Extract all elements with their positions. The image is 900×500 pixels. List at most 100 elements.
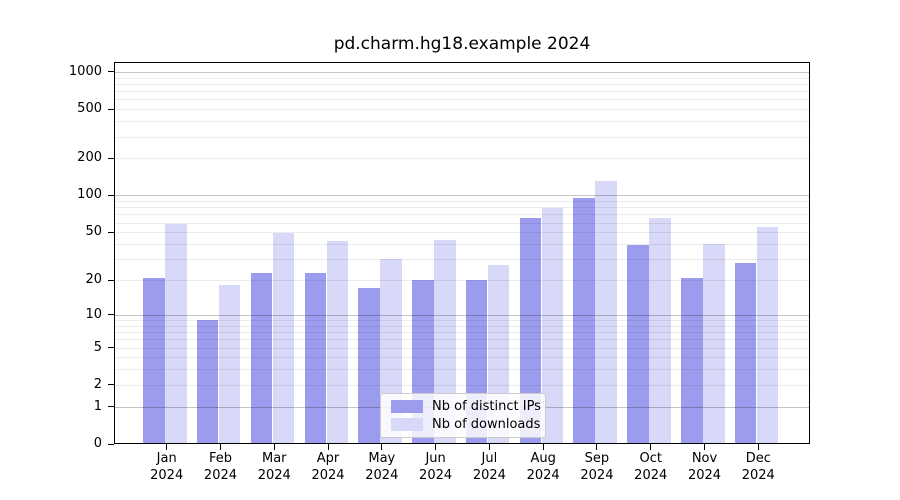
y-tick-label: 0 xyxy=(93,436,102,451)
gridline-minor xyxy=(115,91,809,93)
bar-downloads xyxy=(218,285,241,444)
bar-downloads xyxy=(165,223,187,444)
y-tick-mark xyxy=(108,108,114,110)
gridline-minor xyxy=(115,158,809,160)
gridline-minor xyxy=(115,332,809,334)
y-tick-mark xyxy=(108,314,114,316)
gridline-minor xyxy=(115,259,809,261)
gridline-minor xyxy=(115,214,809,216)
y-tick-label: 2 xyxy=(93,376,102,392)
gridline-major xyxy=(115,71,809,73)
x-tick-month: Mar xyxy=(261,451,287,466)
x-tick-year: 2024 xyxy=(526,468,560,483)
x-tick-month: May xyxy=(368,451,396,466)
x-tick-label: Sep 2024 xyxy=(565,450,629,484)
bar-distinct-ips xyxy=(627,245,649,444)
y-tick-mark xyxy=(108,279,114,281)
x-tick-month: Jun xyxy=(425,451,446,466)
y-tick-mark xyxy=(108,157,114,159)
y-tick-label: 50 xyxy=(85,224,102,240)
legend-label: Nb of distinct IPs xyxy=(432,398,541,414)
y-tick-label: 10 xyxy=(85,306,102,322)
x-tick-year: 2024 xyxy=(257,468,291,483)
chart-title: pd.charm.hg18.example 2024 xyxy=(333,34,591,54)
gridline-minor xyxy=(115,339,809,341)
bar-distinct-ips xyxy=(196,320,219,444)
gridline-minor xyxy=(115,244,809,245)
y-tick-label: 20 xyxy=(85,272,102,288)
x-tick-year: 2024 xyxy=(634,468,668,483)
bar-downloads xyxy=(326,241,349,444)
bar-downloads xyxy=(756,227,779,444)
y-tick-label: 100 xyxy=(77,187,102,203)
gridline-minor xyxy=(115,77,809,79)
y-tick-label: 200 xyxy=(77,150,102,166)
x-tick-label: Aug 2024 xyxy=(511,450,575,484)
x-tick-year: 2024 xyxy=(580,468,614,483)
gridline-minor xyxy=(115,280,809,282)
x-tick-year: 2024 xyxy=(203,468,238,483)
bar-distinct-ips xyxy=(250,272,273,444)
x-tick-year: 2024 xyxy=(365,468,399,483)
x-tick-year: 2024 xyxy=(472,468,506,483)
x-tick-month: Sep xyxy=(584,451,610,466)
x-tick-mark xyxy=(435,444,437,450)
y-tick-mark xyxy=(108,231,114,233)
legend-swatch xyxy=(391,399,423,413)
x-tick-month: Aug xyxy=(530,451,556,466)
legend-label: Nb of downloads xyxy=(432,417,541,433)
x-tick-month: Nov xyxy=(691,451,718,466)
gridline-minor xyxy=(115,207,809,209)
x-tick-year: 2024 xyxy=(311,468,345,483)
x-tick-label: Apr 2024 xyxy=(296,450,360,484)
gridline-minor xyxy=(115,222,809,224)
gridline-minor xyxy=(115,121,809,123)
x-tick-mark xyxy=(273,444,275,450)
gridline-minor xyxy=(115,201,809,203)
bar-distinct-ips xyxy=(304,272,327,444)
x-tick-year: 2024 xyxy=(419,468,453,483)
x-tick-month: Jul xyxy=(481,451,498,466)
gridline-minor xyxy=(115,347,809,349)
y-tick-label: 5 xyxy=(93,339,102,355)
x-tick-year: 2024 xyxy=(741,468,775,483)
x-tick-label: Jan 2024 xyxy=(135,450,199,484)
bar-distinct-ips xyxy=(734,262,757,444)
x-tick-label: Jun 2024 xyxy=(404,450,468,484)
bar-distinct-ips xyxy=(358,288,380,444)
gridline-minor xyxy=(115,384,809,386)
legend-item: Nb of distinct IPs xyxy=(391,397,541,416)
x-tick-month: Dec xyxy=(745,451,771,466)
x-tick-mark xyxy=(650,444,652,450)
x-tick-mark xyxy=(381,444,383,450)
y-tick-mark xyxy=(108,384,114,386)
bar-downloads xyxy=(595,181,617,444)
plot-frame xyxy=(114,62,810,444)
x-tick-label: May 2024 xyxy=(350,450,414,484)
x-tick-mark xyxy=(327,444,329,450)
x-tick-year: 2024 xyxy=(687,468,722,483)
x-tick-mark xyxy=(488,444,490,450)
gridline-minor xyxy=(115,369,809,371)
bar-downloads xyxy=(272,233,295,444)
bar-downloads xyxy=(703,244,725,444)
gridline-minor xyxy=(115,320,809,321)
bar-distinct-ips xyxy=(681,277,703,444)
bar-downloads xyxy=(541,208,564,444)
legend-item: Nb of downloads xyxy=(391,416,541,435)
gridline-minor xyxy=(115,357,809,359)
y-tick-mark xyxy=(108,194,114,196)
gridline-minor xyxy=(115,99,809,101)
bar-distinct-ips xyxy=(519,218,542,444)
bar-downloads xyxy=(649,218,671,444)
x-tick-label: Jul 2024 xyxy=(457,450,521,484)
x-tick-month: Apr xyxy=(316,451,340,466)
gridline-minor xyxy=(115,136,809,138)
x-tick-mark xyxy=(166,444,168,450)
gridline-major xyxy=(115,314,809,316)
y-tick-mark xyxy=(108,71,114,73)
bar-distinct-ips xyxy=(143,277,165,444)
x-tick-label: Mar 2024 xyxy=(242,450,306,484)
x-tick-mark xyxy=(596,444,598,450)
x-tick-mark xyxy=(542,444,544,450)
